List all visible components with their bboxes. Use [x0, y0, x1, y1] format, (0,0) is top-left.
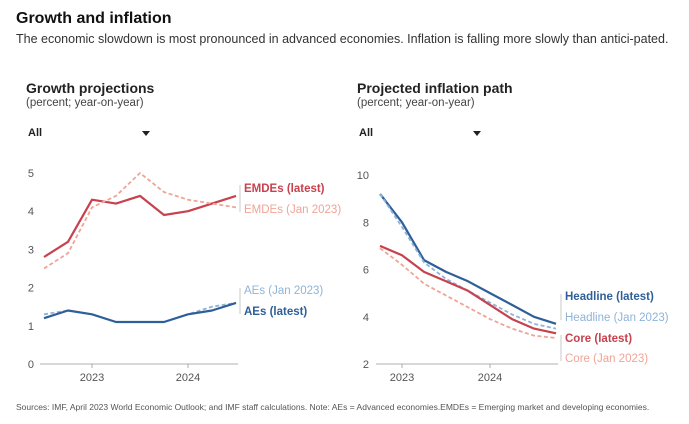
x-tick-label: 2023 — [80, 372, 104, 384]
inflation-panel-subtitle: (percent; year-on-year) — [357, 97, 475, 109]
y-tick-label: 0 — [28, 359, 34, 371]
series-label: Core (latest) — [565, 333, 632, 345]
series-line-core-jan-2023- — [379, 247, 557, 339]
series-line-aes-jan-2023- — [43, 302, 237, 323]
series-label: EMDEs (Jan 2023) — [244, 204, 341, 216]
y-tick-label: 6 — [363, 265, 369, 277]
series-label: AEs (Jan 2023) — [244, 285, 323, 297]
source-note: Sources: IMF, April 2023 World Economic … — [16, 402, 650, 412]
series-label: Headline (Jan 2023) — [565, 312, 669, 324]
series-label: EMDEs (latest) — [244, 183, 325, 195]
series-line-emdes-latest- — [43, 194, 237, 258]
page-title: Growth and inflation — [16, 10, 172, 27]
inflation-chart: 2 4 6 8 10 2023 2024 Headline (latest) Headline … — [357, 170, 669, 384]
growth-filter-value: All — [28, 127, 43, 139]
y-tick-label: 2 — [363, 359, 369, 371]
series-line-headline-latest- — [379, 193, 557, 325]
chevron-down-icon — [473, 131, 481, 136]
y-tick-label: 8 — [363, 217, 369, 229]
y-tick-label: 10 — [357, 170, 369, 182]
growth-panel-title: Growth projections — [26, 80, 155, 96]
series-label: AEs (latest) — [244, 306, 307, 318]
y-tick-label: 4 — [28, 206, 34, 218]
x-tick-label: 2024 — [176, 372, 200, 384]
growth-chart: 0 1 2 3 4 5 2023 2024 EMDEs (latest) EMDEs (Jan 2… — [28, 168, 341, 384]
y-tick-label: 5 — [28, 168, 34, 180]
page-subtitle: The economic slowdown is most pronounced… — [16, 32, 669, 46]
growth-filter-dropdown[interactable]: All — [26, 124, 152, 144]
inflation-filter-value: All — [359, 127, 374, 139]
series-line-aes-latest- — [43, 301, 237, 324]
series-line-emdes-jan-2023- — [43, 172, 237, 270]
series-line-headline-jan-2023- — [379, 193, 557, 330]
inflation-filter-dropdown[interactable]: All — [357, 124, 483, 144]
inflation-panel-title: Projected inflation path — [357, 80, 513, 96]
chevron-down-icon — [142, 131, 150, 136]
x-tick-label: 2024 — [478, 372, 502, 384]
y-tick-label: 2 — [28, 283, 34, 295]
y-tick-label: 4 — [363, 312, 369, 324]
y-tick-label: 1 — [28, 321, 34, 333]
series-label: Core (Jan 2023) — [565, 353, 648, 365]
x-tick-label: 2023 — [390, 372, 414, 384]
growth-panel-subtitle: (percent; year-on-year) — [26, 97, 144, 109]
y-tick-label: 3 — [28, 244, 34, 256]
series-line-core-latest- — [379, 244, 557, 335]
series-label: Headline (latest) — [565, 291, 654, 303]
